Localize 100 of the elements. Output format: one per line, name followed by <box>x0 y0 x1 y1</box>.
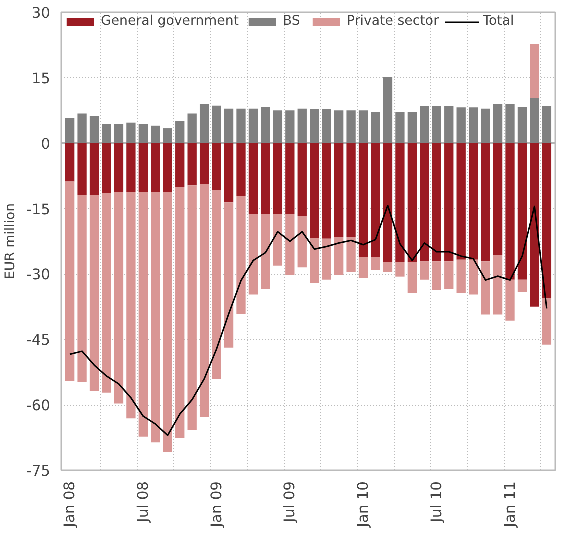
y-tick-label: 0 <box>41 136 51 153</box>
bar <box>236 143 246 196</box>
bar <box>322 238 332 280</box>
x-tick-label: Jan 10 <box>355 481 372 528</box>
bar <box>530 143 540 307</box>
bar <box>530 98 540 144</box>
x-tick-label: Jan 08 <box>62 481 79 528</box>
bar <box>273 143 283 214</box>
bar <box>420 143 430 262</box>
bar <box>286 143 295 214</box>
bar <box>200 104 210 144</box>
bar <box>224 143 234 203</box>
bar <box>90 195 100 392</box>
bar <box>542 298 552 345</box>
bar <box>396 262 405 277</box>
bar <box>493 143 503 256</box>
bar <box>126 143 136 192</box>
bar <box>212 106 222 144</box>
bar <box>114 143 124 192</box>
bar <box>90 116 100 144</box>
bar <box>310 109 320 144</box>
bar <box>468 260 478 295</box>
bar <box>298 143 307 216</box>
bar <box>542 106 552 144</box>
bar <box>224 202 234 348</box>
bar <box>530 44 540 98</box>
bar <box>481 108 490 144</box>
y-tick-label: -30 <box>26 266 51 284</box>
legend-label: Private sector <box>347 14 440 29</box>
bar <box>322 109 332 144</box>
bar <box>298 216 307 268</box>
bar <box>261 214 270 290</box>
bar <box>78 114 87 144</box>
bar <box>114 124 124 144</box>
bar <box>102 194 112 393</box>
bar <box>65 182 75 382</box>
bar <box>151 126 160 144</box>
bar <box>493 255 503 315</box>
bar <box>481 143 490 262</box>
bar <box>273 214 283 266</box>
bar <box>346 237 356 272</box>
bar <box>65 143 75 182</box>
bar <box>518 143 528 280</box>
bar <box>334 237 344 276</box>
bar <box>468 143 478 260</box>
bar <box>371 143 380 258</box>
bar <box>432 262 442 290</box>
bar <box>444 106 454 144</box>
bar <box>456 143 466 260</box>
bar <box>176 143 185 187</box>
bar <box>334 110 344 144</box>
bar <box>310 143 320 238</box>
bar <box>273 110 283 144</box>
x-tick-label: Jul 10 <box>428 481 446 524</box>
bar <box>456 108 466 144</box>
bar <box>286 214 295 276</box>
bar <box>444 143 454 262</box>
bar <box>298 108 307 144</box>
bar <box>200 143 210 184</box>
bar <box>493 104 503 144</box>
bar <box>506 143 515 280</box>
bar <box>468 108 478 144</box>
bar <box>444 262 454 290</box>
bar <box>188 114 197 144</box>
bar <box>420 262 430 280</box>
bar <box>481 262 490 315</box>
bar <box>346 110 356 144</box>
y-tick-label: -60 <box>26 398 51 415</box>
bar <box>346 143 356 238</box>
y-tick-label: 30 <box>32 5 51 22</box>
bar <box>310 238 320 283</box>
bar <box>102 143 112 194</box>
x-tick-label: Jul 09 <box>282 481 299 524</box>
bar <box>236 108 246 144</box>
bar <box>432 143 442 262</box>
bar <box>138 143 148 192</box>
bar <box>151 192 160 443</box>
bar <box>188 186 197 430</box>
bar <box>456 260 466 293</box>
bar <box>420 106 430 144</box>
bar <box>224 108 234 144</box>
y-tick-label: -15 <box>26 201 51 218</box>
bar <box>383 262 393 272</box>
bar <box>261 107 270 144</box>
bar <box>138 192 148 437</box>
bar <box>322 143 332 239</box>
bar <box>396 112 405 144</box>
bar <box>432 106 442 144</box>
y-axis-title: EUR million <box>4 203 19 280</box>
y-tick-label: -75 <box>26 463 51 480</box>
legend-label: General government <box>101 14 240 29</box>
bar <box>383 143 393 262</box>
bar <box>542 143 552 298</box>
bar <box>102 124 112 144</box>
bar <box>188 143 197 186</box>
bar <box>518 107 528 144</box>
bar <box>78 143 87 196</box>
bar <box>212 190 222 380</box>
bar <box>163 143 172 192</box>
bar <box>358 110 368 144</box>
